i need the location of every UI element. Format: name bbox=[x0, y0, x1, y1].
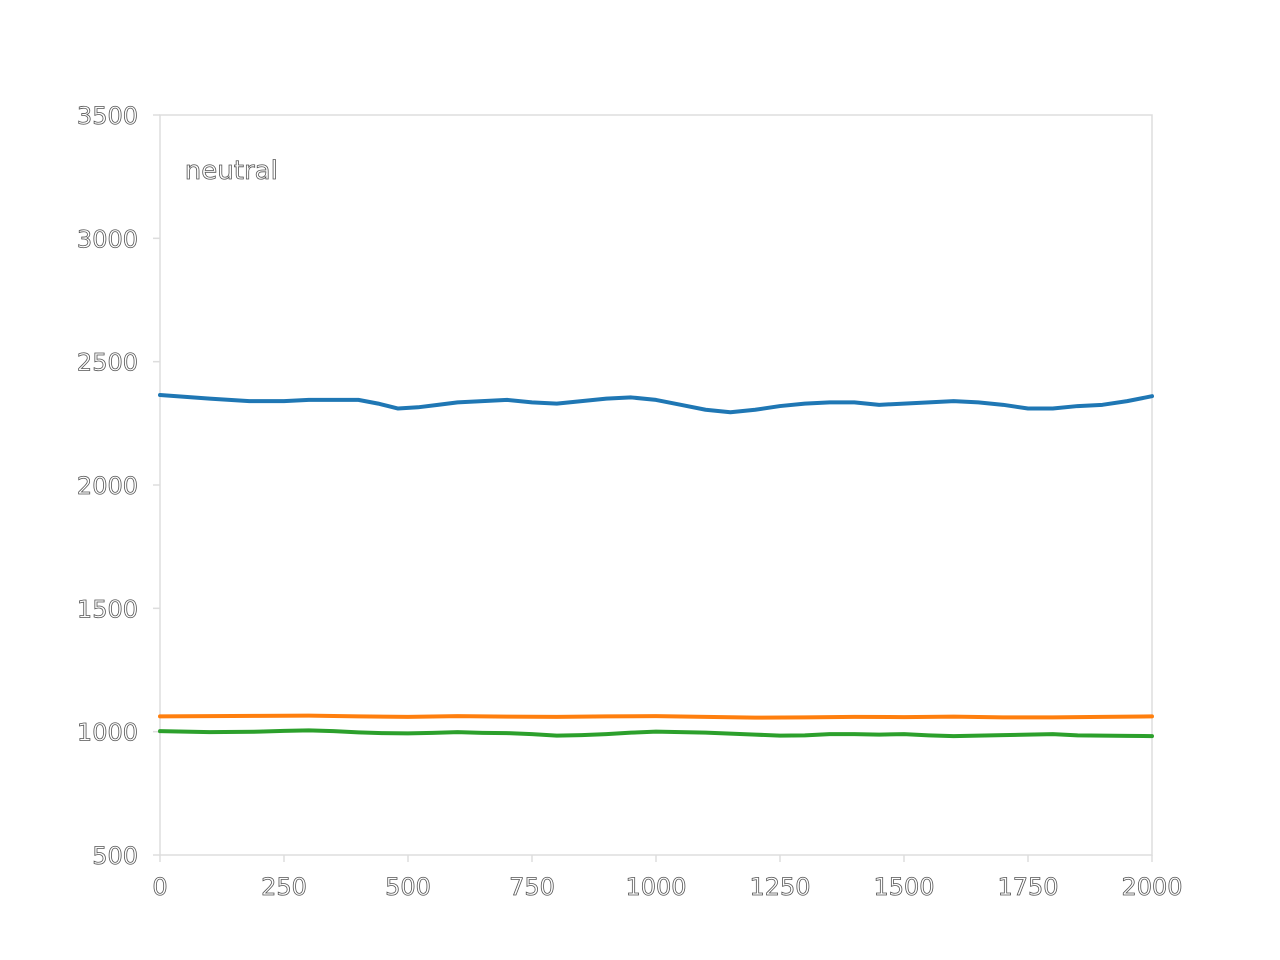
series-line-1 bbox=[158, 392, 1154, 415]
plot-frame bbox=[159, 114, 1153, 856]
x-tick-label: 750 bbox=[509, 873, 555, 901]
y-tick-label: 1500 bbox=[77, 595, 138, 623]
annotation-label: neutral bbox=[185, 156, 278, 186]
y-tick-label: 1000 bbox=[77, 719, 138, 747]
x-tick-label: 1500 bbox=[873, 873, 934, 901]
x-tick-label: 250 bbox=[261, 873, 307, 901]
x-tick-label: 500 bbox=[385, 873, 431, 901]
y-tick-label: 3500 bbox=[77, 102, 138, 130]
x-tick-label: 1000 bbox=[625, 873, 686, 901]
series-line-3 bbox=[158, 728, 1154, 739]
y-tick-label: 2500 bbox=[77, 349, 138, 377]
y-tick-label: 3000 bbox=[77, 225, 138, 253]
y-tick-label: 2000 bbox=[77, 472, 138, 500]
series-line-2 bbox=[158, 713, 1154, 720]
y-tick-label: 500 bbox=[92, 842, 138, 870]
x-tick-label: 0 bbox=[152, 873, 167, 901]
x-tick-label: 2000 bbox=[1121, 873, 1182, 901]
x-tick-label: 1250 bbox=[749, 873, 810, 901]
x-tick-label: 1750 bbox=[997, 873, 1058, 901]
